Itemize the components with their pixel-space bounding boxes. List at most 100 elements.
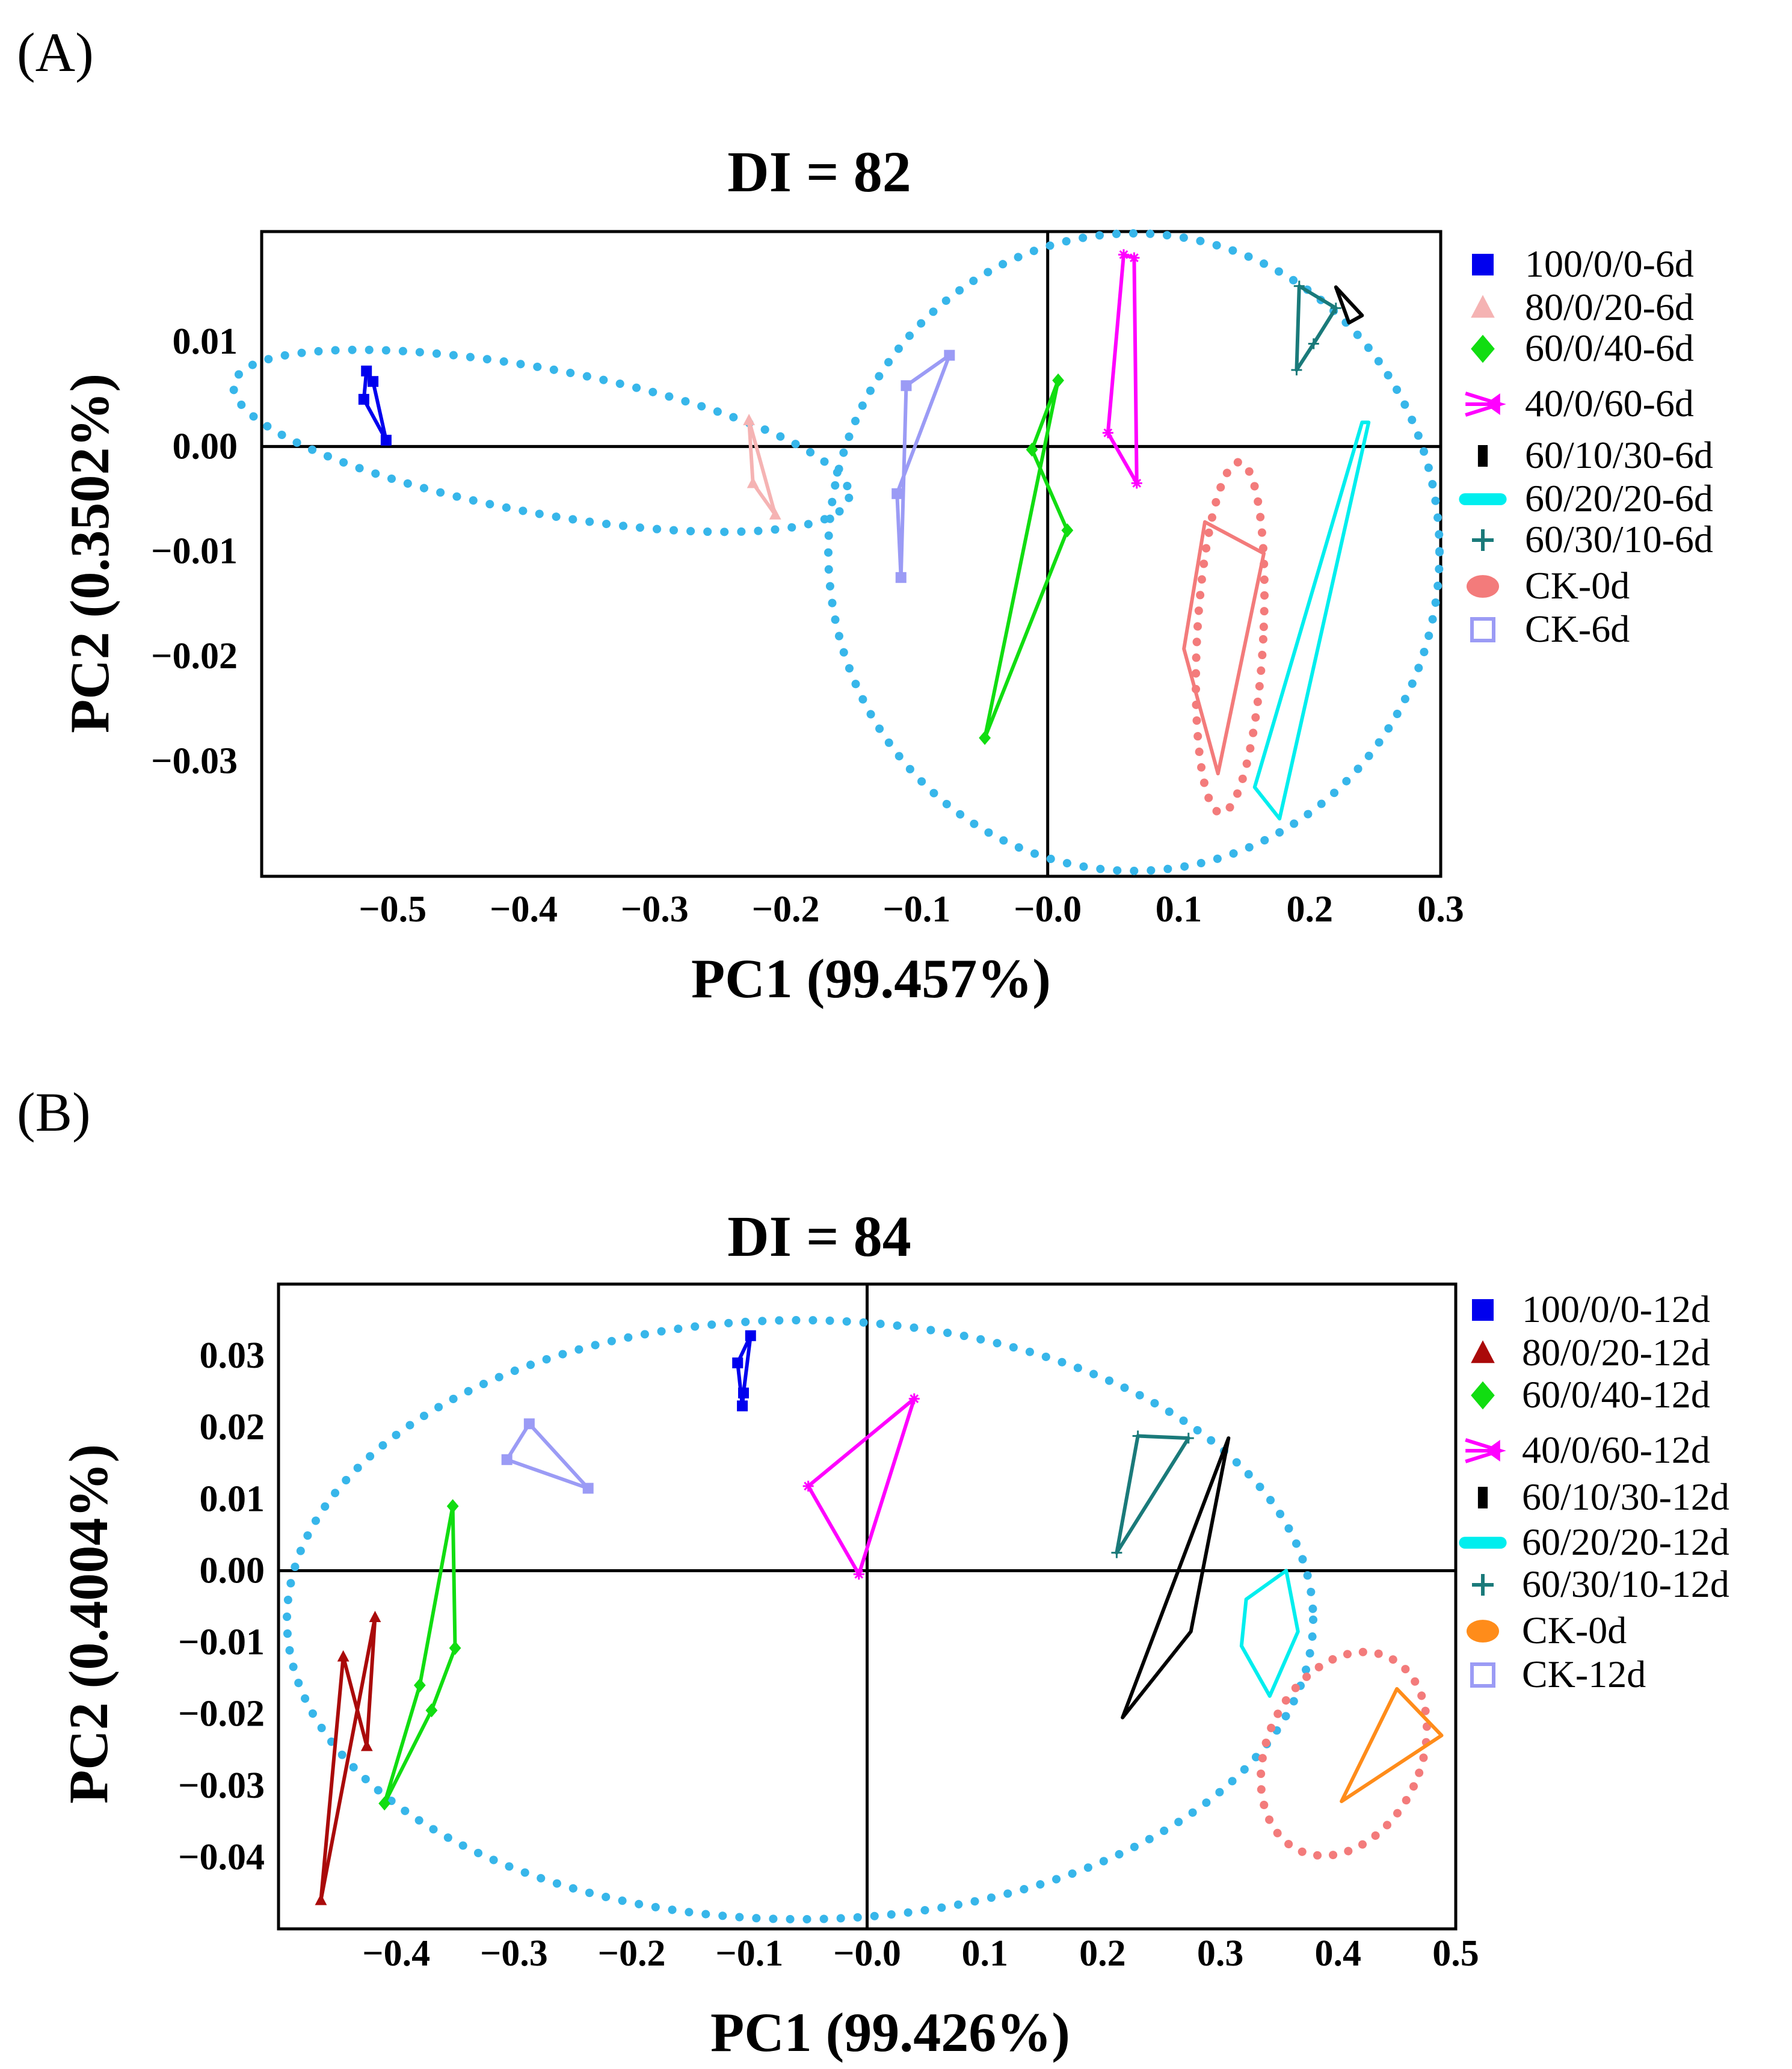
triangle-marker bbox=[769, 508, 781, 520]
diamond-marker bbox=[446, 1499, 459, 1513]
triangle-marker bbox=[747, 476, 759, 488]
series-hull bbox=[1239, 1569, 1300, 1698]
legend-marker-icon bbox=[1471, 295, 1495, 318]
y-axis-title-a: PC2 (0.3502%) bbox=[59, 374, 120, 733]
series-hull bbox=[1252, 420, 1371, 821]
pill-marker bbox=[1459, 1537, 1507, 1549]
legend-label: 60/10/30-12d bbox=[1522, 1475, 1729, 1518]
triangle-marker bbox=[1471, 1340, 1495, 1363]
plus-marker bbox=[1472, 529, 1494, 551]
triangle-marker bbox=[743, 413, 756, 425]
legend-marker-icon bbox=[1467, 1620, 1499, 1643]
data-point bbox=[732, 1357, 744, 1369]
bar-marker bbox=[1477, 1487, 1488, 1508]
data-point bbox=[895, 572, 907, 583]
legend-label: CK-0d bbox=[1522, 1609, 1627, 1652]
y-tick-label: 0.01 bbox=[200, 1478, 265, 1519]
legend-label: CK-6d bbox=[1525, 607, 1630, 650]
y-tick-label: −0.02 bbox=[178, 1694, 265, 1735]
series-hull bbox=[1121, 1436, 1231, 1720]
legend-item: 40/0/60-6d bbox=[1465, 382, 1694, 425]
series-layer-a bbox=[358, 249, 1371, 821]
triangle-marker bbox=[360, 1739, 373, 1751]
series-60-10-30-6d bbox=[1334, 285, 1364, 325]
series-60-10-30-12d bbox=[1121, 1436, 1231, 1720]
data-point bbox=[1118, 249, 1129, 260]
series-ck-12d bbox=[501, 1418, 594, 1494]
data-point bbox=[1291, 364, 1302, 376]
y-ticks-a: 0.01 0.00 −0.01 −0.02 −0.03 bbox=[151, 321, 238, 781]
legend-marker-icon bbox=[1470, 617, 1495, 642]
series-hull bbox=[1340, 1686, 1444, 1803]
data-point bbox=[1061, 523, 1074, 538]
legend-marker-icon bbox=[1471, 334, 1495, 363]
legend-marker-icon bbox=[1472, 1299, 1494, 1321]
square-marker bbox=[895, 572, 907, 583]
data-point bbox=[853, 1569, 864, 1580]
square-marker bbox=[1472, 254, 1494, 275]
legend-item: 60/10/30-6d bbox=[1477, 434, 1713, 476]
series-hull bbox=[1182, 520, 1266, 776]
series-ck-0d bbox=[1182, 520, 1266, 776]
legend-label: 100/0/0-12d bbox=[1522, 1288, 1710, 1330]
star-marker bbox=[1118, 249, 1129, 260]
legend-marker-icon bbox=[1467, 575, 1499, 598]
x-tick-label: 0.2 bbox=[1079, 1933, 1126, 1974]
series-100-0-0-6d bbox=[358, 365, 392, 446]
open-square-marker bbox=[1470, 617, 1495, 642]
square-marker bbox=[732, 1357, 744, 1369]
data-point bbox=[1293, 280, 1305, 292]
legend-marker-icon bbox=[1472, 1574, 1494, 1596]
bar-marker bbox=[1477, 445, 1488, 467]
legend-marker-icon bbox=[1459, 1537, 1507, 1549]
square-marker bbox=[361, 365, 372, 377]
data-point bbox=[908, 1393, 920, 1404]
data-point bbox=[378, 1796, 391, 1811]
chart-title-b: DI = 84 bbox=[727, 1204, 911, 1268]
legend-item: CK-12d bbox=[1470, 1653, 1646, 1695]
x-tick-label: −0.4 bbox=[490, 889, 558, 930]
data-point bbox=[1026, 442, 1038, 457]
data-point bbox=[1183, 1433, 1194, 1444]
square-marker bbox=[891, 488, 903, 499]
legend-label: 80/0/20-6d bbox=[1525, 286, 1694, 328]
plus-marker bbox=[1183, 1433, 1194, 1444]
x-axis-title-b: PC1 (99.426%) bbox=[710, 2002, 1070, 2063]
plus-marker bbox=[1132, 1430, 1144, 1442]
x-tick-label: −0.2 bbox=[598, 1933, 666, 1974]
ellipse-marker bbox=[1467, 1620, 1499, 1643]
legend-item: 80/0/20-12d bbox=[1471, 1331, 1710, 1374]
group-ellipse-left-a bbox=[229, 345, 854, 536]
series-80-0-20-6d bbox=[743, 413, 781, 520]
x-tick-label: 0.4 bbox=[1315, 1933, 1362, 1974]
data-point bbox=[315, 1893, 327, 1905]
square-marker bbox=[368, 376, 379, 387]
legend-marker-icon bbox=[1471, 1381, 1495, 1410]
data-point bbox=[1131, 478, 1142, 489]
bowtie-marker-fill bbox=[1485, 393, 1500, 415]
legend-item: 80/0/20-6d bbox=[1471, 286, 1694, 328]
x-tick-label: 0.3 bbox=[1417, 889, 1464, 930]
x-tick-label: −0.1 bbox=[715, 1933, 783, 1974]
legend-item: 60/20/20-12d bbox=[1459, 1520, 1729, 1563]
legend-label: 60/0/40-6d bbox=[1525, 327, 1694, 369]
panel-label-a: (A) bbox=[17, 22, 94, 83]
series-60-30-10-12d bbox=[1111, 1430, 1194, 1558]
x-tick-label: 0.2 bbox=[1286, 889, 1333, 930]
star-marker bbox=[1131, 478, 1142, 489]
legend-label: 40/0/60-12d bbox=[1522, 1428, 1710, 1471]
star-marker bbox=[853, 1569, 864, 1580]
triangle-marker bbox=[337, 1650, 349, 1662]
square-marker bbox=[358, 393, 369, 405]
x-tick-label: −0.0 bbox=[1014, 889, 1082, 930]
open-square-marker bbox=[1470, 1662, 1495, 1688]
legend-label: 60/30/10-6d bbox=[1525, 518, 1713, 561]
y-tick-label: −0.03 bbox=[178, 1765, 265, 1806]
x-tick-label: −0.5 bbox=[359, 889, 426, 930]
legend-label: 60/30/10-12d bbox=[1522, 1563, 1729, 1605]
y-tick-label: −0.02 bbox=[151, 636, 238, 677]
legend-item: 60/30/10-6d bbox=[1472, 518, 1713, 561]
x-axis-title-a: PC1 (99.457%) bbox=[691, 948, 1051, 1009]
x-tick-label: −0.1 bbox=[882, 889, 950, 930]
square-marker bbox=[523, 1418, 535, 1430]
